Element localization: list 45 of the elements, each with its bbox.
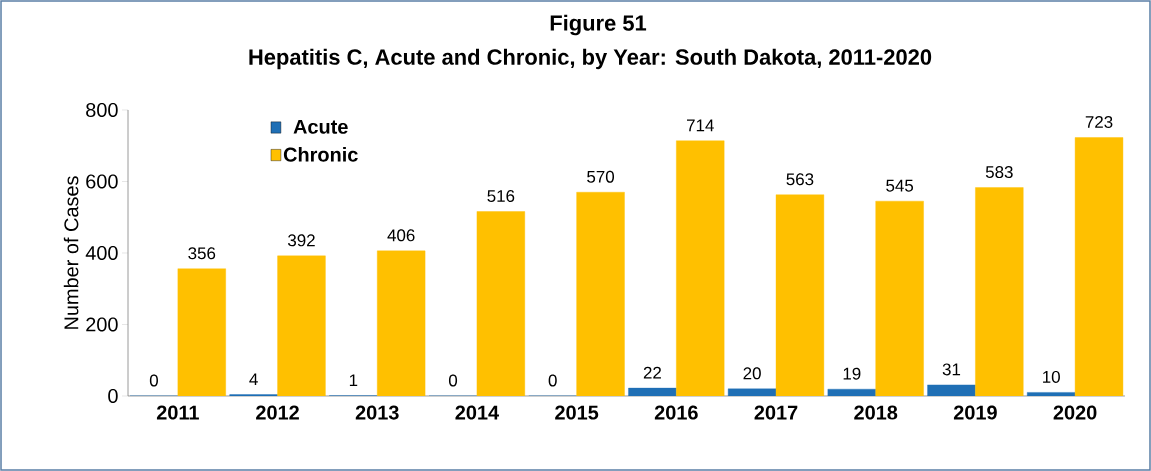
bar xyxy=(1027,392,1076,396)
x-tick-label: 2013 xyxy=(355,405,399,420)
data-label: 31 xyxy=(942,363,961,376)
data-label: 1 xyxy=(349,374,358,387)
bar xyxy=(927,384,976,396)
x-tick-label: 2014 xyxy=(455,405,499,420)
x-tick-label: 2019 xyxy=(953,405,997,420)
y-axis-title: Number of Cases xyxy=(63,176,79,329)
y-tick-label: 800 xyxy=(86,102,118,118)
y-tick-label: 400 xyxy=(85,245,118,261)
data-label: 545 xyxy=(886,179,914,192)
data-label: 20 xyxy=(743,367,761,380)
x-tick-label: 2017 xyxy=(754,405,798,420)
data-label: 406 xyxy=(387,229,415,242)
chart-title: Figure 51 xyxy=(550,14,647,36)
x-tick-label: 2015 xyxy=(555,405,599,420)
data-label: 516 xyxy=(487,190,515,203)
data-label: 723 xyxy=(1085,116,1113,129)
data-label: 714 xyxy=(687,119,714,132)
data-label: 583 xyxy=(985,166,1013,179)
data-label: 0 xyxy=(149,374,158,387)
x-tick-label: 2018 xyxy=(854,405,898,420)
x-tick-label: 2020 xyxy=(1053,405,1097,420)
data-label: 10 xyxy=(1043,370,1060,383)
data-label: 0 xyxy=(548,374,557,387)
x-tick-label: 2011 xyxy=(156,405,199,420)
bar xyxy=(628,387,677,396)
bar xyxy=(727,388,777,396)
data-label: 570 xyxy=(587,170,615,183)
data-label: 22 xyxy=(643,366,661,379)
y-tick-label: 600 xyxy=(86,174,118,189)
data-label: 0 xyxy=(448,374,458,387)
legend-label: Acute xyxy=(293,119,348,134)
legend-label: Chronic xyxy=(283,147,358,162)
bar xyxy=(827,388,876,396)
data-label: 356 xyxy=(188,247,216,260)
y-tick-label: 0 xyxy=(108,388,118,404)
data-label: 392 xyxy=(287,234,315,247)
data-label: 563 xyxy=(786,173,814,186)
x-tick-label: 2012 xyxy=(256,405,299,420)
y-tick-label: 200 xyxy=(86,317,118,332)
data-label: 19 xyxy=(843,367,861,380)
chart-subtitle: Hepatitis C, Acute and Chronic, by Year: South Dakota, 2011-2020 xyxy=(249,48,932,70)
data-label: 4 xyxy=(249,373,258,386)
x-tick-label: 2016 xyxy=(654,405,698,420)
